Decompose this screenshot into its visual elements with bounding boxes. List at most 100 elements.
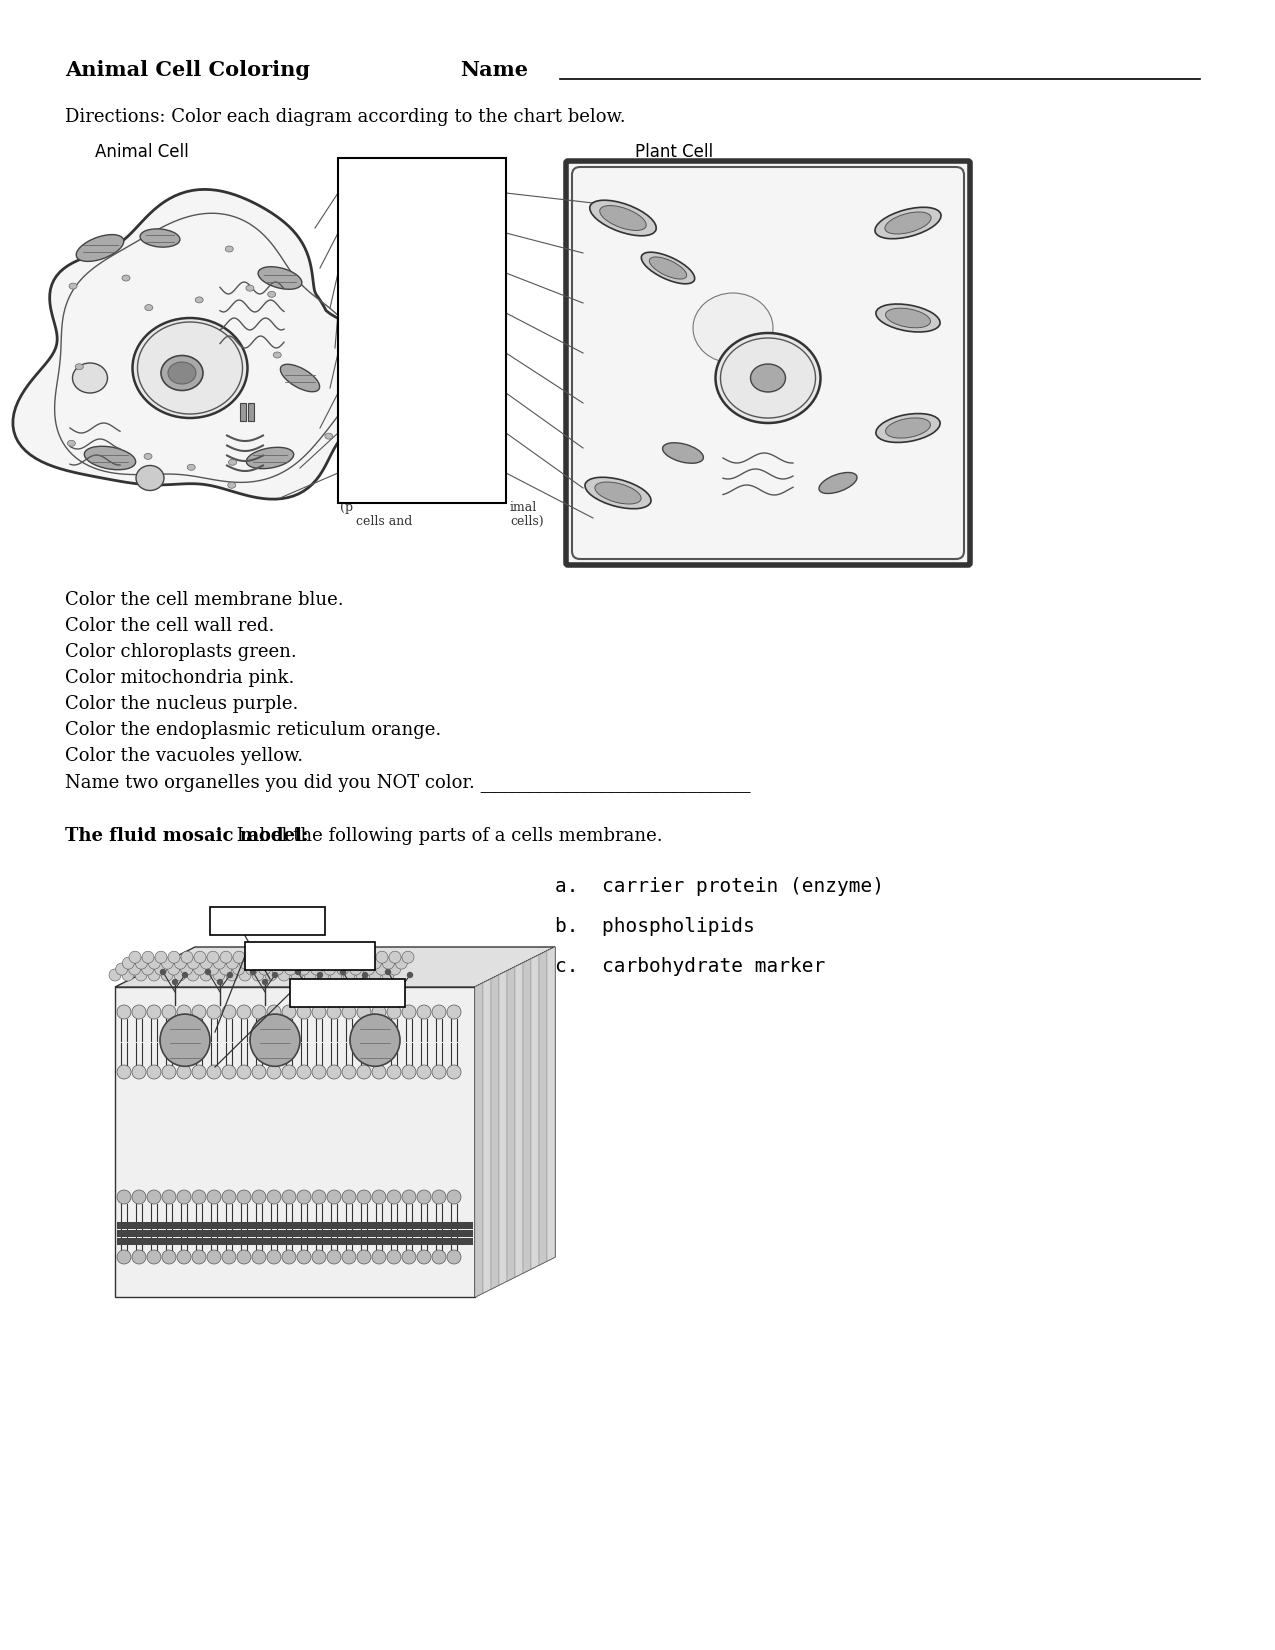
Circle shape xyxy=(448,1190,462,1204)
Circle shape xyxy=(372,1005,386,1020)
Bar xyxy=(245,942,375,970)
Circle shape xyxy=(372,1190,386,1204)
Circle shape xyxy=(389,950,402,964)
Circle shape xyxy=(162,957,173,969)
Ellipse shape xyxy=(273,351,282,358)
Circle shape xyxy=(194,950,207,964)
Circle shape xyxy=(237,1005,251,1020)
Circle shape xyxy=(282,1005,296,1020)
Ellipse shape xyxy=(195,297,203,304)
Circle shape xyxy=(222,1005,236,1020)
Circle shape xyxy=(207,1251,221,1264)
Circle shape xyxy=(266,1251,280,1264)
Ellipse shape xyxy=(246,285,254,290)
Circle shape xyxy=(376,964,388,975)
Polygon shape xyxy=(476,947,555,1297)
Circle shape xyxy=(317,957,329,969)
Circle shape xyxy=(252,957,264,969)
Circle shape xyxy=(252,969,264,982)
Circle shape xyxy=(356,969,368,982)
Ellipse shape xyxy=(876,414,940,442)
Ellipse shape xyxy=(226,246,233,252)
Circle shape xyxy=(417,1064,431,1079)
Circle shape xyxy=(388,1005,402,1020)
Text: Color chloroplasts green.: Color chloroplasts green. xyxy=(65,644,297,662)
Circle shape xyxy=(259,964,270,975)
Circle shape xyxy=(207,1190,221,1204)
Circle shape xyxy=(284,964,297,975)
Circle shape xyxy=(259,950,272,964)
Circle shape xyxy=(252,1251,266,1264)
Ellipse shape xyxy=(246,447,293,469)
Ellipse shape xyxy=(886,417,931,439)
Ellipse shape xyxy=(595,482,641,503)
Circle shape xyxy=(311,964,323,975)
Circle shape xyxy=(263,980,268,985)
Circle shape xyxy=(147,1190,161,1204)
Circle shape xyxy=(266,1064,280,1079)
Bar xyxy=(240,403,246,421)
Circle shape xyxy=(240,957,251,969)
Circle shape xyxy=(370,957,381,969)
Ellipse shape xyxy=(76,234,124,261)
Circle shape xyxy=(207,1005,221,1020)
Circle shape xyxy=(122,957,134,969)
Circle shape xyxy=(187,969,199,982)
Circle shape xyxy=(324,950,337,964)
Circle shape xyxy=(187,957,199,969)
Circle shape xyxy=(326,1251,340,1264)
Circle shape xyxy=(237,1190,251,1204)
Circle shape xyxy=(448,1005,462,1020)
Circle shape xyxy=(122,969,134,982)
Circle shape xyxy=(417,1190,431,1204)
Circle shape xyxy=(278,969,289,982)
Text: Name two organelles you did you NOT color. ______________________________: Name two organelles you did you NOT colo… xyxy=(65,772,751,792)
Text: (p: (p xyxy=(340,502,353,515)
Circle shape xyxy=(238,969,251,982)
Circle shape xyxy=(273,972,278,977)
Polygon shape xyxy=(547,947,555,1261)
Circle shape xyxy=(133,1190,147,1204)
Bar xyxy=(338,158,506,503)
Circle shape xyxy=(226,969,238,982)
Bar xyxy=(115,987,476,1297)
Circle shape xyxy=(342,1190,356,1204)
Text: Color the nucleus purple.: Color the nucleus purple. xyxy=(65,695,298,713)
Circle shape xyxy=(343,957,356,969)
Circle shape xyxy=(233,950,245,964)
Circle shape xyxy=(340,970,346,975)
Circle shape xyxy=(116,964,128,975)
Circle shape xyxy=(402,950,414,964)
Ellipse shape xyxy=(145,305,153,310)
Circle shape xyxy=(357,1251,371,1264)
Circle shape xyxy=(388,1251,402,1264)
Ellipse shape xyxy=(886,309,931,328)
Circle shape xyxy=(402,1005,416,1020)
Polygon shape xyxy=(483,978,491,1294)
Circle shape xyxy=(177,1251,191,1264)
Circle shape xyxy=(278,957,291,969)
Circle shape xyxy=(161,969,173,982)
Circle shape xyxy=(265,969,277,982)
Circle shape xyxy=(296,970,301,975)
Circle shape xyxy=(193,1251,207,1264)
Ellipse shape xyxy=(258,267,302,289)
Circle shape xyxy=(326,1005,340,1020)
Circle shape xyxy=(312,1190,326,1204)
Circle shape xyxy=(357,1190,371,1204)
Circle shape xyxy=(312,1251,326,1264)
Text: Color mitochondria pink.: Color mitochondria pink. xyxy=(65,668,295,686)
Text: cells): cells) xyxy=(510,515,543,528)
Ellipse shape xyxy=(663,442,704,464)
Ellipse shape xyxy=(168,361,196,384)
Circle shape xyxy=(142,964,154,975)
Circle shape xyxy=(205,970,210,975)
Circle shape xyxy=(237,1064,251,1079)
Circle shape xyxy=(218,980,223,985)
Circle shape xyxy=(117,1251,131,1264)
Ellipse shape xyxy=(325,434,333,439)
Polygon shape xyxy=(476,983,483,1297)
Ellipse shape xyxy=(159,1015,210,1066)
Circle shape xyxy=(147,1005,161,1020)
Ellipse shape xyxy=(161,355,203,391)
